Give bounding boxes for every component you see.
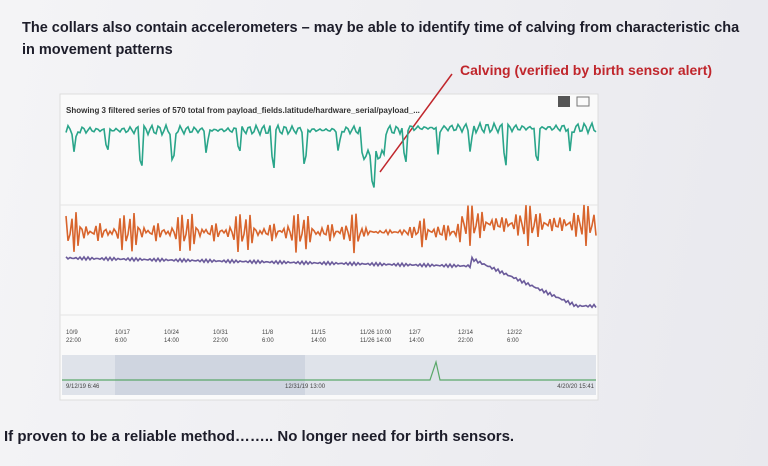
x-tick-label: 11/15 <box>311 330 326 336</box>
x-tick-label: 10/24 <box>164 330 180 336</box>
footer: If proven to be a reliable method…….. No… <box>4 428 515 445</box>
heading-line: The collars also contain accelerometers … <box>22 20 740 36</box>
x-tick-label: 14:00 <box>311 338 327 344</box>
x-tick-label: 22:00 <box>66 338 82 344</box>
navigator-window <box>115 355 305 395</box>
range-label: 4/20/20 15:41 <box>557 384 594 390</box>
chart-panel <box>59 93 599 401</box>
x-tick-label: 6:00 <box>507 338 519 344</box>
trace <box>65 204 597 254</box>
icon <box>558 96 570 107</box>
x-tick-label: 11/26 14:00 <box>360 338 392 344</box>
trace <box>65 120 597 188</box>
navigator-trace <box>62 359 596 381</box>
annotation-arrow <box>379 73 453 173</box>
x-tick-label: 6:00 <box>115 338 127 344</box>
annotation: Calving (verified by birth sensor alert) <box>460 62 713 78</box>
x-tick-label: 11/8 <box>262 330 274 336</box>
heading-line: in movement patterns <box>22 42 173 58</box>
x-tick-label: 6:00 <box>262 338 274 344</box>
x-tick-label: 11/26 10:00 <box>360 330 392 336</box>
x-tick-label: 14:00 <box>409 338 425 344</box>
x-tick-label: 12/14 <box>458 330 474 336</box>
range-label: 9/12/19 6:46 <box>66 384 100 390</box>
x-tick-label: 10/17 <box>115 330 131 336</box>
icon <box>576 96 590 107</box>
x-tick-label: 10/9 <box>66 330 78 336</box>
chart-header: Showing 3 filtered series of 570 total f… <box>66 106 420 115</box>
x-tick-label: 10/31 <box>213 330 229 336</box>
x-tick-label: 22:00 <box>213 338 229 344</box>
x-tick-label: 12/7 <box>409 330 421 336</box>
x-tick-label: 14:00 <box>164 338 180 344</box>
x-tick-label: 22:00 <box>458 338 474 344</box>
x-tick-label: 12/22 <box>507 330 523 336</box>
range-label: 12/31/19 13:00 <box>285 384 326 390</box>
trace <box>65 255 597 309</box>
